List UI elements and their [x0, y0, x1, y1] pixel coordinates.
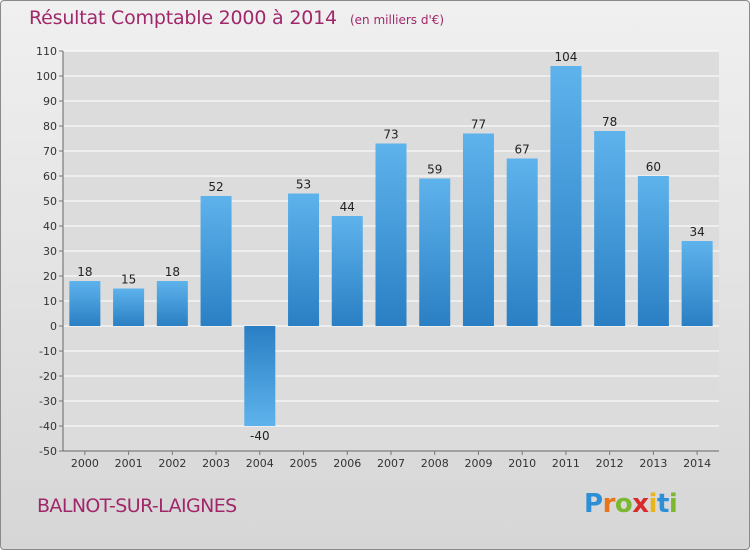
brand-letter: i	[668, 489, 678, 519]
data-label-2000: 18	[77, 265, 92, 279]
x-tick-label-2010: 2010	[508, 457, 536, 470]
bar-2002	[156, 281, 188, 326]
y-tick-label: 60	[43, 170, 57, 183]
brand-letter: t	[656, 489, 669, 519]
data-label-2002: 18	[165, 265, 180, 279]
x-tick-label-2003: 2003	[202, 457, 230, 470]
y-tick-label: -40	[39, 420, 57, 433]
bar-2007	[375, 143, 407, 326]
bar-2011	[550, 66, 582, 326]
brand-letter: i	[648, 489, 658, 519]
bar-2008	[419, 178, 451, 326]
x-tick-label-2011: 2011	[552, 457, 580, 470]
data-label-2010: 67	[515, 143, 530, 157]
data-label-2008: 59	[427, 163, 442, 177]
bar-2001	[113, 288, 145, 326]
y-tick-label: 50	[43, 195, 57, 208]
y-tick-label: 90	[43, 95, 57, 108]
y-tick-label: 10	[43, 295, 57, 308]
x-tick-label-2007: 2007	[377, 457, 405, 470]
data-label-2007: 73	[383, 128, 398, 142]
data-label-2011: 104	[554, 50, 577, 64]
bar-2006	[331, 216, 363, 326]
y-tick-label: 40	[43, 220, 57, 233]
y-tick-label: 70	[43, 145, 57, 158]
x-tick-label-2008: 2008	[421, 457, 449, 470]
bar-2000	[69, 281, 101, 326]
y-tick-label: 80	[43, 120, 57, 133]
data-label-2009: 77	[471, 118, 486, 132]
data-label-2004: -40	[250, 429, 270, 443]
data-label-2012: 78	[602, 115, 617, 129]
data-label-2003: 52	[208, 180, 223, 194]
data-label-2014: 34	[689, 225, 704, 239]
bar-2012	[594, 131, 626, 326]
chart-title: Résultat Comptable 2000 à 2014	[29, 7, 337, 29]
brand-letter: P	[584, 489, 603, 519]
data-label-2006: 44	[340, 200, 355, 214]
y-tick-label: 100	[36, 70, 57, 83]
x-tick-label-2012: 2012	[596, 457, 624, 470]
bar-2009	[462, 133, 494, 326]
bar-2005	[288, 193, 320, 326]
brand-letter: x	[632, 489, 649, 519]
chart-subtitle: (en milliers d'€)	[349, 13, 445, 27]
y-tick-label: -10	[39, 345, 57, 358]
y-tick-label: -30	[39, 395, 57, 408]
bar-2010	[506, 158, 538, 326]
x-tick-label-2000: 2000	[71, 457, 99, 470]
x-tick-label-2002: 2002	[158, 457, 186, 470]
x-tick-label-2013: 2013	[639, 457, 667, 470]
x-tick-label-2009: 2009	[464, 457, 492, 470]
bar-2003	[200, 196, 232, 326]
y-tick-label: -20	[39, 370, 57, 383]
chart-title-block: Résultat Comptable 2000 à 2014 (en milli…	[29, 7, 444, 29]
bar-2014	[681, 241, 713, 326]
bar-2004	[244, 326, 276, 426]
data-label-2001: 15	[121, 273, 136, 287]
data-label-2013: 60	[646, 160, 661, 174]
location-name: BALNOT-SUR-LAIGNES	[37, 495, 237, 517]
brand-letter: r	[602, 489, 616, 519]
y-tick-label: 30	[43, 245, 57, 258]
y-tick-label: 0	[50, 320, 57, 333]
x-tick-label-2005: 2005	[290, 457, 318, 470]
y-tick-label: -50	[39, 445, 57, 458]
y-tick-label: 110	[36, 45, 57, 58]
brand-letter: o	[614, 489, 633, 519]
brand-logo: Proxiti	[584, 489, 678, 519]
x-tick-label-2004: 2004	[246, 457, 274, 470]
x-tick-label-2006: 2006	[333, 457, 361, 470]
x-tick-label-2014: 2014	[683, 457, 711, 470]
y-tick-label: 20	[43, 270, 57, 283]
x-tick-label-2001: 2001	[115, 457, 143, 470]
data-label-2005: 53	[296, 178, 311, 192]
bar-2013	[637, 176, 669, 326]
